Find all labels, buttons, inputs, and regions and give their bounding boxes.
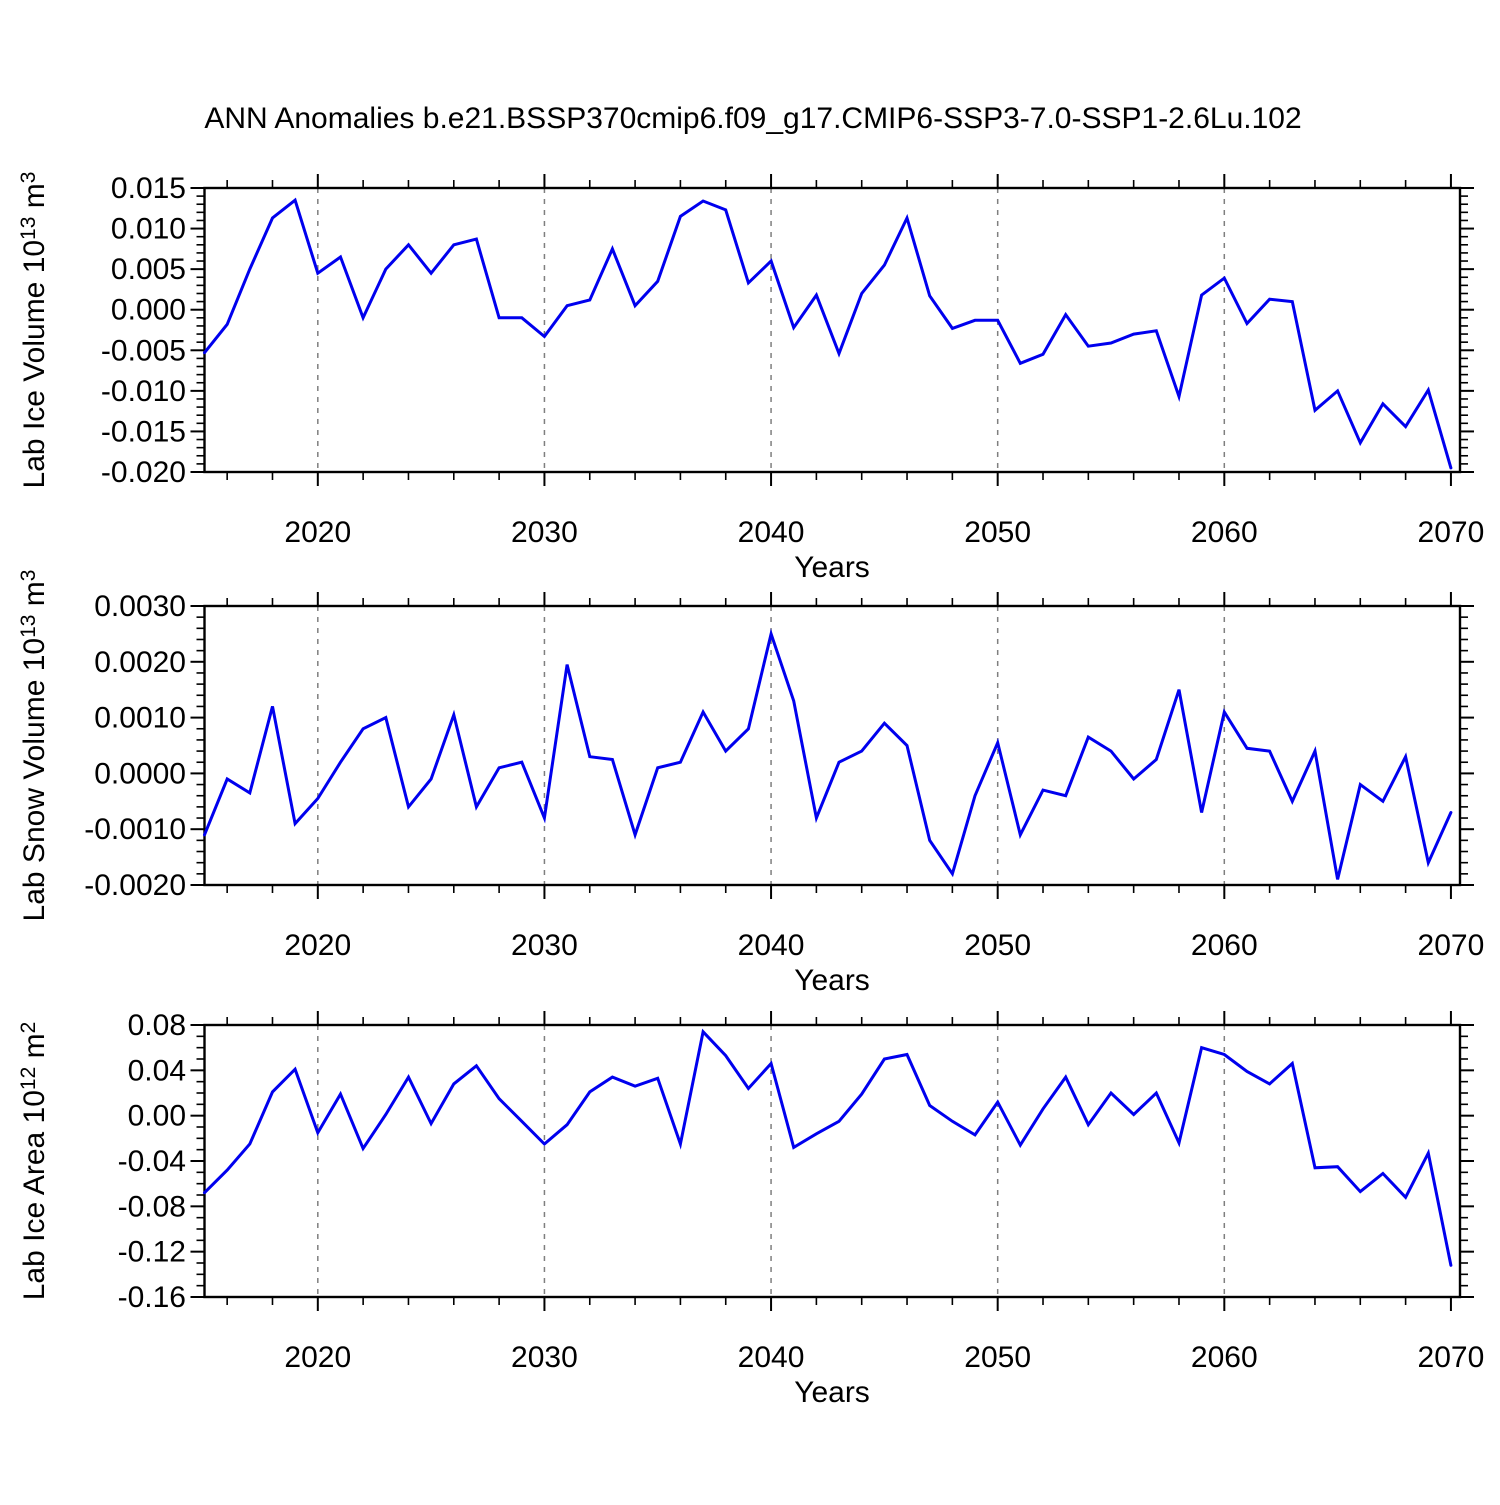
data-line-lab-ice-area — [203, 1028, 1453, 1267]
y-tick-label: 0.04 — [128, 1054, 186, 1087]
x-tick-label: 2070 — [1418, 929, 1485, 962]
x-tick-label: 2060 — [1191, 516, 1258, 549]
y-axis-label-lab-snow-volume: Lab Snow Volume 1013 m3 — [17, 570, 51, 922]
x-axis-label-panel-2: Years — [794, 964, 870, 997]
x-tick-label: 2060 — [1191, 1341, 1258, 1374]
x-tick-label: 2050 — [964, 516, 1031, 549]
plot-frame — [203, 1023, 1462, 1299]
chart-title: ANN Anomalies b.e21.BSSP370cmip6.f09_g17… — [204, 102, 1301, 135]
y-tick-label: 0.08 — [128, 1009, 186, 1042]
y-tick-label: 0.0030 — [94, 590, 186, 623]
x-tick-label: 2040 — [738, 929, 805, 962]
x-tick-label: 2070 — [1418, 516, 1485, 549]
x-axis-label-panel-3: Years — [794, 1376, 870, 1409]
y-tick-label: -0.005 — [101, 334, 186, 367]
y-tick-label: 0.0000 — [94, 757, 186, 790]
x-tick-label: 2070 — [1418, 1341, 1485, 1374]
plot-frame — [203, 186, 1462, 474]
plot-frame — [203, 604, 1462, 887]
x-tick-label: 2020 — [284, 516, 351, 549]
x-tick-label: 2020 — [284, 1341, 351, 1374]
data-line-lab-ice-volume — [203, 197, 1453, 470]
y-tick-label: 0.005 — [111, 253, 186, 286]
y-axis-label-lab-ice-area: Lab Ice Area 1012 m2 — [17, 1022, 51, 1301]
x-tick-label: 2030 — [511, 929, 578, 962]
y-axis-label-lab-ice-volume: Lab Ice Volume 1013 m3 — [17, 172, 51, 489]
x-tick-label: 2030 — [511, 516, 578, 549]
y-tick-label: 0.015 — [111, 172, 186, 205]
y-tick-label: -0.12 — [118, 1236, 186, 1269]
y-tick-label: -0.08 — [118, 1190, 186, 1223]
x-tick-label: 2040 — [738, 1341, 805, 1374]
x-tick-label: 2050 — [964, 929, 1031, 962]
x-tick-label: 2020 — [284, 929, 351, 962]
panel-lab-snow-volume: 0.0030 0.0020 0.0010 0.0000 -0.0010 -0.0020 20… — [17, 570, 1484, 962]
y-tick-label: 0.0010 — [94, 702, 186, 735]
panels-root: 0.015 0.010 0.005 0.000 -0.005 -0.010 -0.015 -0… — [17, 172, 1484, 1374]
x-tick-label: 2060 — [1191, 929, 1258, 962]
y-tick-label: 0.0020 — [94, 646, 186, 679]
x-tick-label: 2050 — [964, 1341, 1031, 1374]
y-tick-label: -0.0010 — [84, 813, 186, 846]
y-tick-label: 0.010 — [111, 213, 186, 246]
x-axis-label-panel-1: Years — [794, 551, 870, 584]
y-tick-label: -0.010 — [101, 375, 186, 408]
y-tick-label: 0.00 — [128, 1100, 186, 1133]
y-tick-label: 0.000 — [111, 294, 186, 327]
y-tick-label: -0.04 — [118, 1145, 186, 1178]
y-tick-label: -0.16 — [118, 1281, 186, 1314]
data-line-lab-snow-volume — [203, 628, 1453, 880]
panel-lab-ice-volume: 0.015 0.010 0.005 0.000 -0.005 -0.010 -0.015 -0… — [17, 172, 1484, 549]
y-tick-label: -0.0020 — [84, 869, 186, 902]
panel-lab-ice-area: 0.08 0.04 0.00 -0.04 -0.08 -0.12 -0.16 2020 2030… — [17, 1009, 1484, 1374]
y-tick-label: -0.015 — [101, 415, 186, 448]
x-tick-label: 2030 — [511, 1341, 578, 1374]
y-tick-label: -0.020 — [101, 456, 186, 489]
x-tick-label: 2040 — [738, 516, 805, 549]
